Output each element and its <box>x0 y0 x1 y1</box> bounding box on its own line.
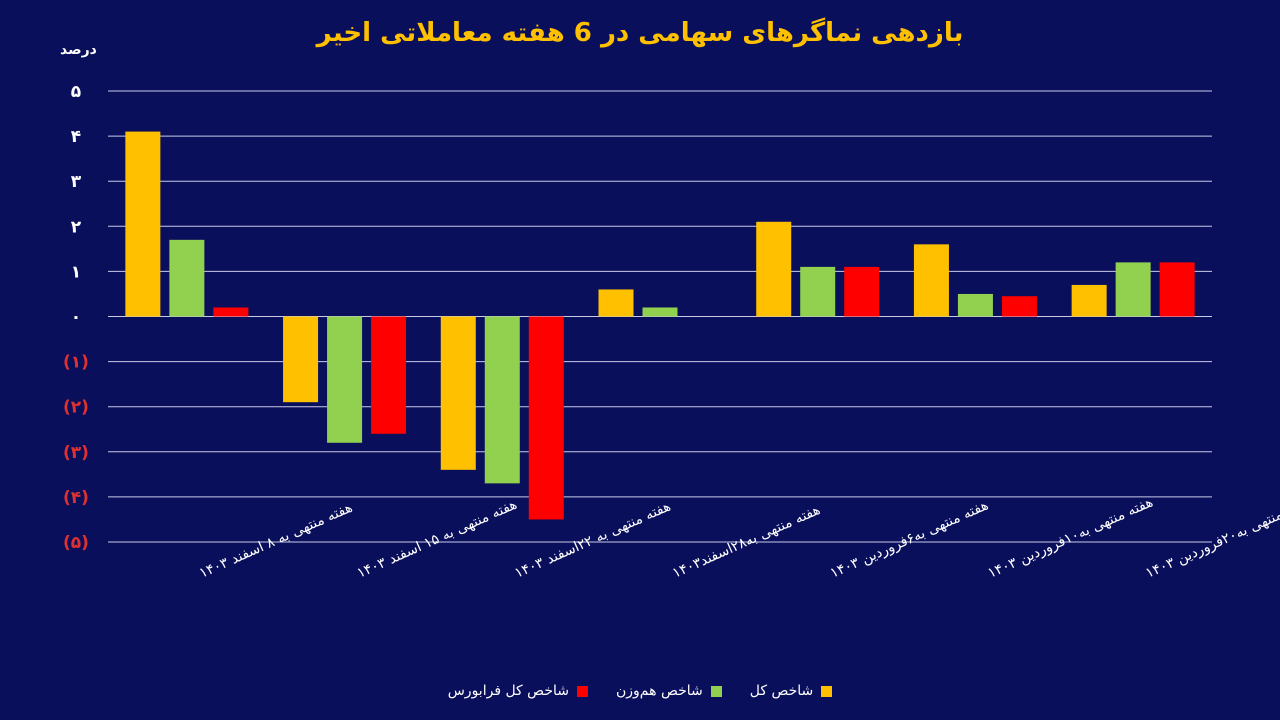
x-category-label: هفته منتهی به ۸ اسفند ۱۴۰۳ <box>197 500 355 582</box>
y-tick-label: ۲ <box>71 217 82 237</box>
y-tick-label: (۱) <box>63 353 89 373</box>
legend-label: شاخص کل <box>749 683 814 699</box>
bar-series-2-cat-2 <box>528 316 564 520</box>
y-tick-label: ۰ <box>71 308 81 328</box>
legend-label: شاخص کل فرابورس <box>447 683 569 699</box>
y-tick-label: (۳) <box>63 443 89 463</box>
bar-series-1-cat-4 <box>800 266 836 317</box>
y-tick-label: ۱ <box>71 262 81 282</box>
x-category-label: هفته منتهی به۱۰فروردین ۱۴۰۳ <box>986 494 1156 581</box>
y-tick-label: (۴) <box>63 488 89 508</box>
bar-series-1-cat-0 <box>169 239 205 317</box>
bar-series-2-cat-6 <box>1159 262 1195 317</box>
y-axis-unit-label: درصد <box>60 42 97 58</box>
bar-series-0-cat-2 <box>440 316 476 470</box>
bar-series-0-cat-5 <box>913 244 949 317</box>
y-tick-label: ۳ <box>71 172 82 192</box>
legend-item: شاخص هم‌وزن <box>616 683 722 699</box>
legend-item: شاخص کل فرابورس <box>448 683 588 699</box>
bar-series-1-cat-3 <box>642 307 678 317</box>
legend-swatch <box>710 685 722 697</box>
legend-swatch <box>576 685 588 697</box>
bar-series-1-cat-1 <box>327 316 363 443</box>
bar-series-0-cat-6 <box>1071 284 1107 317</box>
x-category-label: هفته منتهی به ۱۵ اسفند ۱۴۰۳ <box>355 497 520 582</box>
bar-series-0-cat-4 <box>756 221 792 317</box>
y-tick-label: (۲) <box>63 398 89 418</box>
y-tick-label: ۵ <box>71 82 81 102</box>
legend-item: شاخص کل <box>750 683 833 699</box>
chart-title: بازدهی نماگرهای سهامی در 6 هفته معاملاتی… <box>316 18 964 48</box>
bar-series-2-cat-0 <box>213 307 249 317</box>
y-tick-label: (۵) <box>63 533 89 553</box>
bar-series-0-cat-3 <box>598 289 634 317</box>
legend: شاخص کل شاخص هم‌وزن شاخص کل فرابورس <box>0 683 1280 699</box>
bar-series-2-cat-5 <box>1001 296 1037 317</box>
bar-series-1-cat-6 <box>1115 262 1151 317</box>
bar-series-1-cat-2 <box>484 316 520 484</box>
legend-label: شاخص هم‌وزن <box>615 683 703 699</box>
bar-series-2-cat-4 <box>844 266 880 317</box>
bar-series-0-cat-1 <box>283 316 319 403</box>
legend-swatch <box>821 685 833 697</box>
x-category-label: هفته منتهی به۲۰فروردین ۱۴۰۳ <box>1143 494 1280 581</box>
bar-series-1-cat-5 <box>957 293 993 317</box>
y-tick-label: ۴ <box>71 127 81 147</box>
bar-series-0-cat-0 <box>125 131 161 317</box>
x-category-label: هفته منتهی به۶فروردین ۱۴۰۳ <box>828 497 991 581</box>
bar-series-2-cat-1 <box>371 316 407 434</box>
